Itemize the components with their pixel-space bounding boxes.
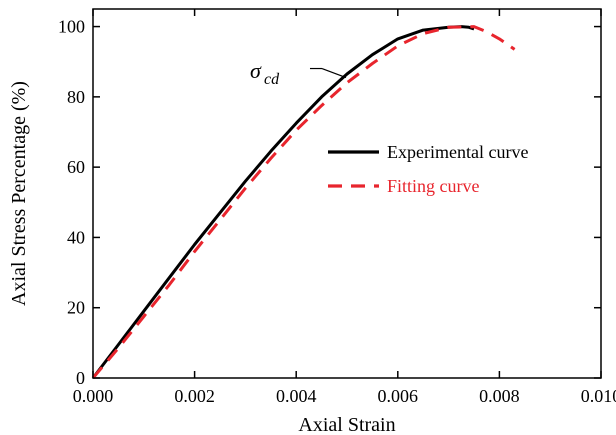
y-tick-label: 80 [67, 87, 85, 107]
plot-area [92, 8, 602, 379]
x-axis-title: Axial Strain [298, 414, 395, 435]
annotation-sigma: σ [250, 58, 262, 83]
annotation-leader [321, 67, 347, 79]
annotation-subscript: cd [264, 71, 280, 88]
x-tick-label: 0.008 [479, 386, 520, 406]
x-tick-label: 0.000 [73, 386, 114, 406]
y-tick-label: 40 [67, 227, 85, 247]
legend-fitting-label: Fitting curve [387, 176, 480, 196]
x-tick-label: 0.002 [174, 386, 215, 406]
x-tick-label: 0.004 [276, 386, 317, 406]
y-tick-label: 100 [58, 17, 85, 37]
series-layer [91, 25, 516, 379]
legend: Experimental curve Fitting curve [328, 142, 528, 196]
plot-frame [92, 8, 602, 379]
legend-experimental-label: Experimental curve [387, 142, 528, 162]
y-tick-label: 20 [67, 298, 85, 318]
y-tick-label: 60 [67, 157, 85, 177]
y-tick-label: 0 [76, 368, 85, 388]
fitting-curve-line [91, 25, 516, 379]
y-axis-title: Axial Stress Percentage (%) [8, 81, 30, 306]
x-tick-label: 0.006 [378, 386, 419, 406]
x-tick-label: 0.010 [581, 386, 616, 406]
axes: 0.000 0.002 0.004 0.006 0.008 0.010 0 20 40 60 80 1… [8, 9, 616, 435]
experimental-curve-line [91, 25, 475, 379]
annotation-layer: σ cd [250, 58, 347, 88]
